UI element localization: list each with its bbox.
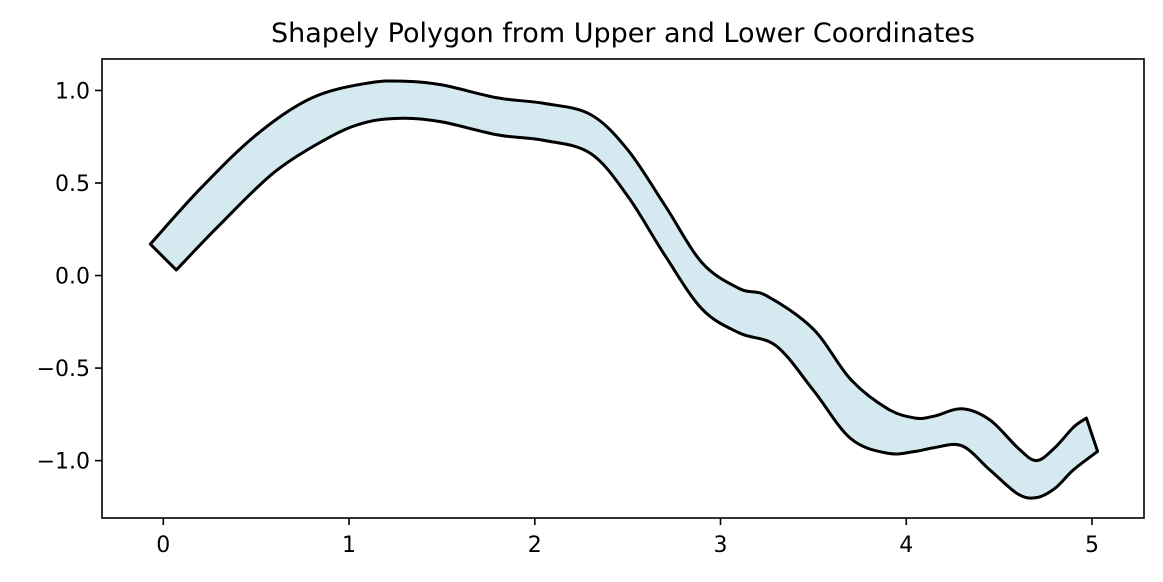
plot-area <box>148 79 1100 500</box>
y-tick-label: −1.0 <box>37 450 90 475</box>
x-tick-label: 4 <box>899 533 913 558</box>
y-tick-label: −0.5 <box>37 357 90 382</box>
y-tick-label: 0.5 <box>55 172 90 197</box>
axis-ticks: 0 1 2 3 4 5 1.0 0.5 0.0 −0.5 −1.0 <box>37 79 1099 558</box>
y-tick-label: 0.0 <box>55 265 90 290</box>
y-tick-label: 1.0 <box>55 79 90 104</box>
x-tick-label: 1 <box>342 533 356 558</box>
chart-title: Shapely Polygon from Upper and Lower Coo… <box>271 18 975 49</box>
x-tick-label: 0 <box>156 533 170 558</box>
x-tick-label: 5 <box>1085 533 1099 558</box>
polygon-shape <box>148 79 1100 500</box>
x-tick-label: 3 <box>714 533 728 558</box>
x-tick-label: 2 <box>528 533 542 558</box>
axes-frame <box>101 58 1145 519</box>
